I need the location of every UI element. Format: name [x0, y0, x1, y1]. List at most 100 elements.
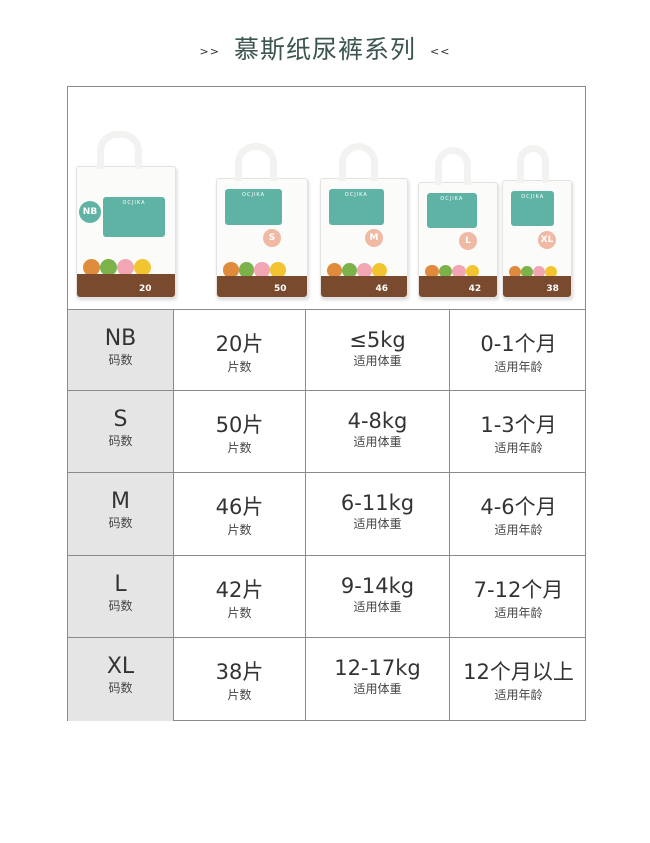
size-cell: S 码数 — [68, 391, 173, 472]
diaper-package: OCJIKA XL 38 — [502, 145, 572, 298]
package-label-panel: OCJIKA — [427, 193, 477, 228]
package-label-panel: OCJIKA — [225, 189, 283, 225]
package-handle — [97, 131, 142, 169]
weight-cell-value: 9-14kg — [340, 574, 415, 598]
table-row: M 码数 46片 片数 6-11kg 适用体重 4-6个月 适用年龄 — [68, 473, 585, 556]
table-row: XL 码数 38片 片数 12-17kg 适用体重 12个月以上 适用年龄 — [68, 638, 585, 721]
size-badge: L — [459, 231, 477, 250]
cartoon-animal — [356, 262, 372, 278]
pieces-cell-label: 片数 — [227, 606, 252, 620]
table-row: L 码数 42片片数 9-14kg 适用体重 7-12个月适用年龄 — [68, 556, 585, 638]
piece-count: 50 — [274, 284, 287, 294]
package-handle — [338, 143, 379, 181]
package-handle — [435, 147, 471, 185]
package-ground-band — [419, 276, 497, 297]
weight-cell-value: 4-8kg — [347, 409, 408, 433]
weight-cell: 9-14kg 适用体重 — [305, 556, 449, 637]
weight-cell-value: 12-17kg — [334, 656, 421, 680]
package-label-panel: OCJIKA — [511, 191, 555, 227]
size-cell-label: 码数 — [108, 681, 133, 695]
age-cell-value: 7-12个月 — [473, 578, 564, 602]
product-image: OCJIKA NB 20 OCJIKA S 50 OCJIKA M 46 OCJIKA L 42 OCJ… — [68, 87, 585, 310]
brand-logo: OCJIKA — [344, 192, 368, 198]
piece-count: 38 — [546, 284, 559, 294]
cartoon-animal — [134, 258, 151, 276]
size-cell-value: S — [113, 407, 128, 432]
table-row: S 码数 50片 片数 4-8kg 适用体重 1-3个月 适用年龄 — [68, 391, 585, 473]
size-chart: OCJIKA NB 20 OCJIKA S 50 OCJIKA M 46 OCJIKA L 42 OCJ… — [67, 86, 586, 721]
cartoon-animal — [465, 264, 480, 279]
cartoon-animal — [223, 262, 239, 278]
package-ground-band — [321, 275, 407, 297]
age-cell: 12个月以上 适用年龄 — [449, 638, 587, 721]
pieces-cell-label: 片数 — [227, 360, 252, 374]
age-cell: 7-12个月适用年龄 — [449, 556, 587, 637]
weight-cell: 6-11kg 适用体重 — [305, 473, 449, 555]
diaper-package: OCJIKA M 46 — [320, 143, 408, 298]
weight-cell: 4-8kg 适用体重 — [305, 391, 449, 472]
size-badge: NB — [79, 201, 101, 223]
weight-cell-label: 适用体重 — [353, 600, 402, 614]
cartoon-animal — [425, 264, 439, 279]
cartoon-animal — [452, 264, 466, 279]
cartoon-animal — [544, 266, 557, 279]
package-ground-band — [77, 273, 175, 297]
age-cell-label: 适用年龄 — [494, 688, 543, 702]
age-cell-label: 适用年龄 — [494, 606, 543, 620]
age-cell: 4-6个月 适用年龄 — [449, 473, 587, 555]
package-label-panel: OCJIKA — [103, 197, 165, 237]
pieces-cell-value: 46片 — [215, 495, 264, 519]
weight-cell: 12-17kg 适用体重 — [305, 638, 449, 721]
size-cell: M 码数 — [68, 473, 173, 555]
piece-count: 46 — [375, 284, 389, 294]
age-cell: 1-3个月适用年龄 — [449, 391, 587, 472]
cartoon-animal — [238, 262, 255, 278]
size-badge: S — [263, 229, 281, 248]
size-cell-label: 码数 — [108, 599, 133, 613]
size-cell-value: NB — [104, 326, 137, 351]
weight-cell-value: ≤5kg — [349, 328, 406, 352]
pieces-cell: 50片片数 — [173, 391, 305, 472]
pieces-cell: 38片 片数 — [173, 638, 305, 721]
size-cell-value: L — [114, 572, 127, 597]
size-badge: XL — [538, 230, 556, 249]
package-ground-band — [503, 276, 571, 297]
cartoon-animal — [509, 266, 521, 279]
table-row: NB 码数 20片片数 ≤5kg 适用体重 0-1个月 适用年龄 — [68, 310, 585, 391]
cartoon-animal — [371, 262, 387, 278]
cartoon-animal — [83, 258, 100, 276]
brand-logo: OCJIKA — [521, 194, 545, 200]
brand-logo: OCJIKA — [242, 192, 266, 198]
cartoon-animal — [117, 258, 134, 276]
right-chevrons: << — [430, 44, 451, 58]
size-cell-value: XL — [106, 654, 135, 679]
package-ground-band — [217, 275, 307, 297]
cartoon-animal — [100, 258, 117, 276]
pieces-cell-value: 50片 — [215, 413, 264, 437]
size-badge: M — [365, 229, 383, 248]
package-label-panel: OCJIKA — [329, 189, 384, 225]
cartoon-animal — [438, 264, 453, 279]
age-cell: 0-1个月 适用年龄 — [449, 310, 587, 390]
piece-count: 20 — [139, 284, 152, 294]
weight-cell-label: 适用体重 — [353, 682, 402, 696]
age-cell-value: 1-3个月 — [480, 413, 557, 437]
pieces-cell-value: 42片 — [215, 578, 264, 602]
pieces-cell-value: 38片 — [215, 660, 264, 684]
cartoon-animal — [254, 262, 270, 278]
brand-logo: OCJIKA — [122, 200, 146, 206]
title-text: 慕斯纸尿裤系列 — [233, 35, 416, 64]
pieces-cell-value: 20片 — [215, 332, 264, 356]
size-cell: L 码数 — [68, 556, 173, 637]
size-cell: XL 码数 — [68, 638, 173, 721]
size-cell-label: 码数 — [108, 516, 133, 530]
pieces-cell-label: 片数 — [227, 441, 252, 455]
piece-count: 42 — [468, 284, 482, 294]
cartoon-animal — [269, 262, 286, 278]
size-cell-label: 码数 — [108, 434, 133, 448]
size-cell-label: 码数 — [108, 353, 133, 367]
age-cell-label: 适用年龄 — [494, 441, 543, 455]
weight-cell-label: 适用体重 — [353, 354, 402, 368]
diaper-package: OCJIKA L 42 — [418, 147, 498, 298]
size-cell-value: M — [111, 489, 130, 514]
